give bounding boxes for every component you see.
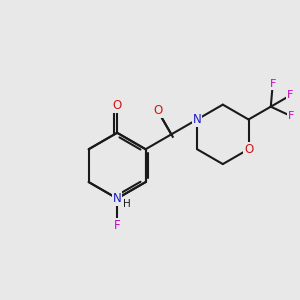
Text: O: O [153,104,162,117]
Text: F: F [270,79,276,89]
Text: O: O [112,99,122,112]
Text: F: F [288,111,294,121]
Text: F: F [114,219,121,232]
Text: O: O [244,143,253,156]
Text: N: N [193,113,202,126]
Text: F: F [287,90,293,100]
Text: H: H [123,199,131,209]
Text: N: N [113,192,122,205]
